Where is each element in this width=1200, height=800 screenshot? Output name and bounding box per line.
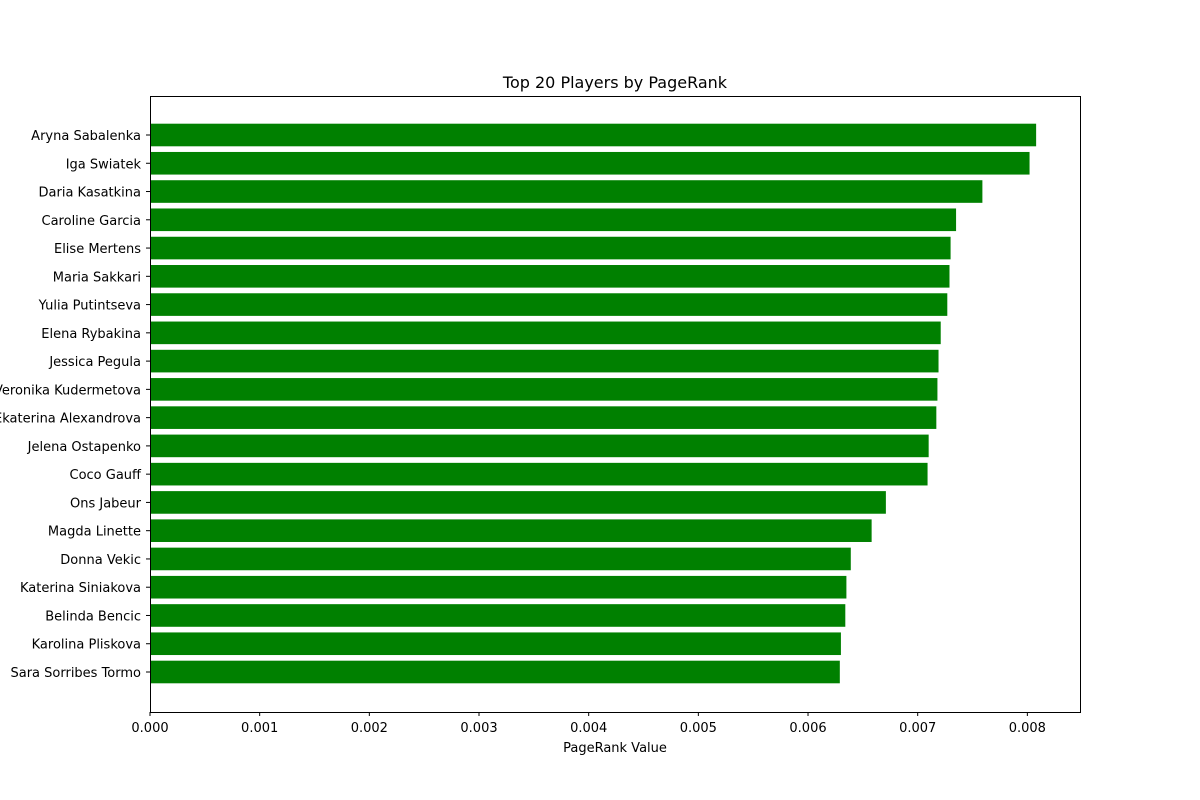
category-label: Daria Kasatkina [39,186,141,201]
category-label: Katerina Siniakova [20,581,141,596]
category-label: Coco Gauff [70,468,143,483]
bar [150,321,941,345]
bar [150,519,872,542]
category-label: Sara Sorribes Tormo [10,666,141,681]
x-axis-label: PageRank Value [563,741,667,756]
bar [150,491,886,514]
category-label: Belinda Bencic [45,609,141,624]
chart-title: Top 20 Players by PageRank [502,73,728,92]
bar [150,547,851,571]
category-label: Elise Mertens [54,242,141,257]
plot-frame [150,96,1081,713]
bar [150,378,938,401]
category-label: Jelena Ostapenko [27,440,141,455]
category-label: Ons Jabeur [70,496,142,511]
bar [150,406,937,429]
x-ticks-group: 0.000 0.001 0.002 0.003 0.004 0.005 0.006 0.007… [131,712,1046,736]
bar [150,462,928,486]
bar [150,293,948,316]
x-tick-label: 0.004 [570,721,607,736]
category-label: Aryna Sabalenka [31,129,141,144]
category-label: Elena Rybakina [41,327,141,342]
x-tick-label: 0.000 [131,721,168,736]
category-label: Jessica Pegula [48,355,141,370]
bar [150,180,983,203]
category-label: Maria Sakkari [53,270,141,285]
bars-group [150,123,1037,684]
bar [150,265,950,288]
x-tick-label: 0.005 [680,721,717,736]
bar [150,434,929,458]
x-tick-label: 0.007 [899,721,936,736]
bar [150,632,841,656]
bar [150,604,846,627]
category-label: Karolina Pliskova [32,638,141,653]
x-tick-label: 0.008 [1009,721,1046,736]
x-tick-label: 0.003 [460,721,497,736]
category-label: Caroline Garcia [42,214,141,229]
bar [150,660,840,684]
category-label: Iga Swiatek [66,157,142,172]
category-labels-group: Aryna Sabalenka Iga Swiatek Daria Kasatkin… [0,129,150,681]
bar [150,151,1030,175]
category-label: Ekaterina Alexandrova [0,412,141,427]
bar [150,349,939,373]
category-label: Donna Vekic [60,553,141,568]
x-tick-label: 0.002 [351,721,388,736]
bar [150,236,951,260]
bar [150,575,847,599]
bar [150,208,957,232]
bar [150,123,1037,147]
category-label: Yulia Putintseva [38,299,141,314]
category-label: Veronika Kudermetova [0,383,141,398]
category-label: Magda Linette [48,525,141,540]
x-tick-label: 0.006 [789,721,826,736]
x-tick-label: 0.001 [241,721,278,736]
